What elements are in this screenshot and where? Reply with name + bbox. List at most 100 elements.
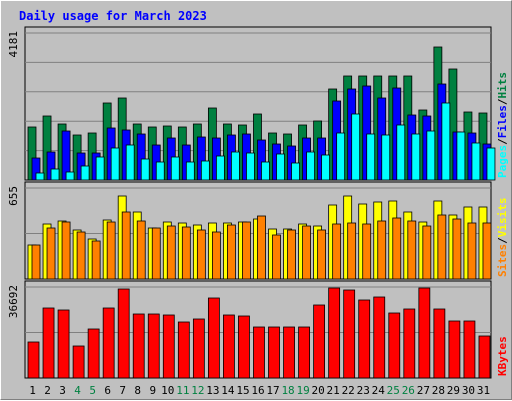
kbytes-bar [358,299,371,379]
x-tick-label: 15 [236,384,249,397]
sites-bar [392,217,402,280]
axis-legend-label: Sites/Visits [496,198,509,278]
kbytes-bar [373,296,386,379]
sites-bar [482,222,492,280]
kbytes-bar [57,309,70,379]
sites-bar [272,234,281,280]
axis-legend-part: KBytes [496,336,509,376]
kbytes-bar [27,341,40,379]
chart-title: Daily usage for March 2023 [19,9,207,23]
pages-bar [246,152,255,181]
axis-legend-part: Files [496,105,509,138]
kbytes-bar [298,326,310,379]
pages-bar [125,144,135,181]
pages-bar [170,156,180,181]
kbytes-bar [268,326,280,379]
kbytes-bar [117,288,130,379]
kbytes-bar [403,308,416,379]
sites-bar [362,223,372,280]
pages-bar [185,161,195,181]
pages-bar [261,161,270,181]
pages-bar [441,102,451,181]
ymax-label: 655 [7,186,20,206]
pages-bar [50,168,60,181]
sites-bar [121,211,131,280]
pages-bar [140,158,150,181]
pages-bar [351,113,361,181]
axis-legend-part: / [496,237,509,244]
pages-bar [381,134,391,181]
x-tick-label: 11 [176,384,189,397]
sites-bar [317,229,327,280]
sites-bar [332,223,342,280]
kbytes-bar [448,320,461,379]
kbytes-bar [253,326,265,379]
sites-bar [106,221,116,280]
ymax-label: 4181 [7,31,20,58]
kbytes-bar [283,326,295,379]
axis-legend-part: Pages [496,145,509,178]
pages-bar [200,160,210,181]
x-tick-label: 27 [417,384,430,397]
x-tick-label: 29 [447,384,460,397]
kbytes-bar [102,307,115,379]
kbytes-bar [238,315,250,379]
x-tick-label: 25 [387,384,400,397]
x-tick-label: 9 [149,384,156,397]
x-tick-label: 22 [342,384,355,397]
pages-bar [95,156,105,181]
axis-legend-part: Hits [496,72,509,99]
x-tick-label: 21 [327,384,340,397]
sites-bar [46,227,56,280]
pages-bar [396,124,406,181]
sites-bar [181,226,191,280]
sites-bar [196,229,206,280]
sites-bar [347,222,357,280]
pages-bar [456,131,466,181]
kbytes-bar [418,287,431,379]
kbytes-bar [478,335,491,379]
kbytes-bar [42,307,55,379]
sites-bar [61,221,71,280]
pages-bar [291,162,300,181]
pages-bar [411,133,421,181]
sites-bar [76,231,86,280]
sites-bar [437,214,447,280]
kbytes-bar [328,287,341,379]
x-tick-label: 19 [296,384,309,397]
kbytes-bar [192,318,205,379]
x-tick-label: 2 [44,384,51,397]
x-tick-label: 4 [74,384,81,397]
kbytes-bar [87,328,100,379]
sites-bar [31,244,41,280]
pages-bar [65,171,75,181]
kbytes-bar [207,297,220,379]
pages-bar [471,142,481,181]
pages-bar [231,151,240,181]
sites-bar [287,229,296,280]
x-tick-label: 12 [191,384,204,397]
pages-bar [155,161,165,181]
kbytes-bar [343,289,356,379]
x-tick-label: 18 [281,384,294,397]
x-tick-label: 26 [402,384,415,397]
sites-bar [91,240,101,280]
pages-bar [486,147,496,181]
x-tick-label: 1 [29,384,36,397]
axis-legend-part: Sites [496,244,509,277]
axis-legend-label: Pages/Files/Hits [496,72,509,178]
pages-bar [80,165,90,181]
x-tick-label: 17 [266,384,279,397]
sites-bar [136,220,146,280]
sites-bar [407,220,417,280]
sites-bar [452,218,462,280]
kbytes-bar [72,345,85,379]
x-tick-label: 3 [59,384,66,397]
pages-bar [110,147,120,181]
sites-bar [302,225,311,280]
sites-bar [227,224,236,280]
x-tick-label: 5 [89,384,96,397]
pages-bar [426,130,436,181]
